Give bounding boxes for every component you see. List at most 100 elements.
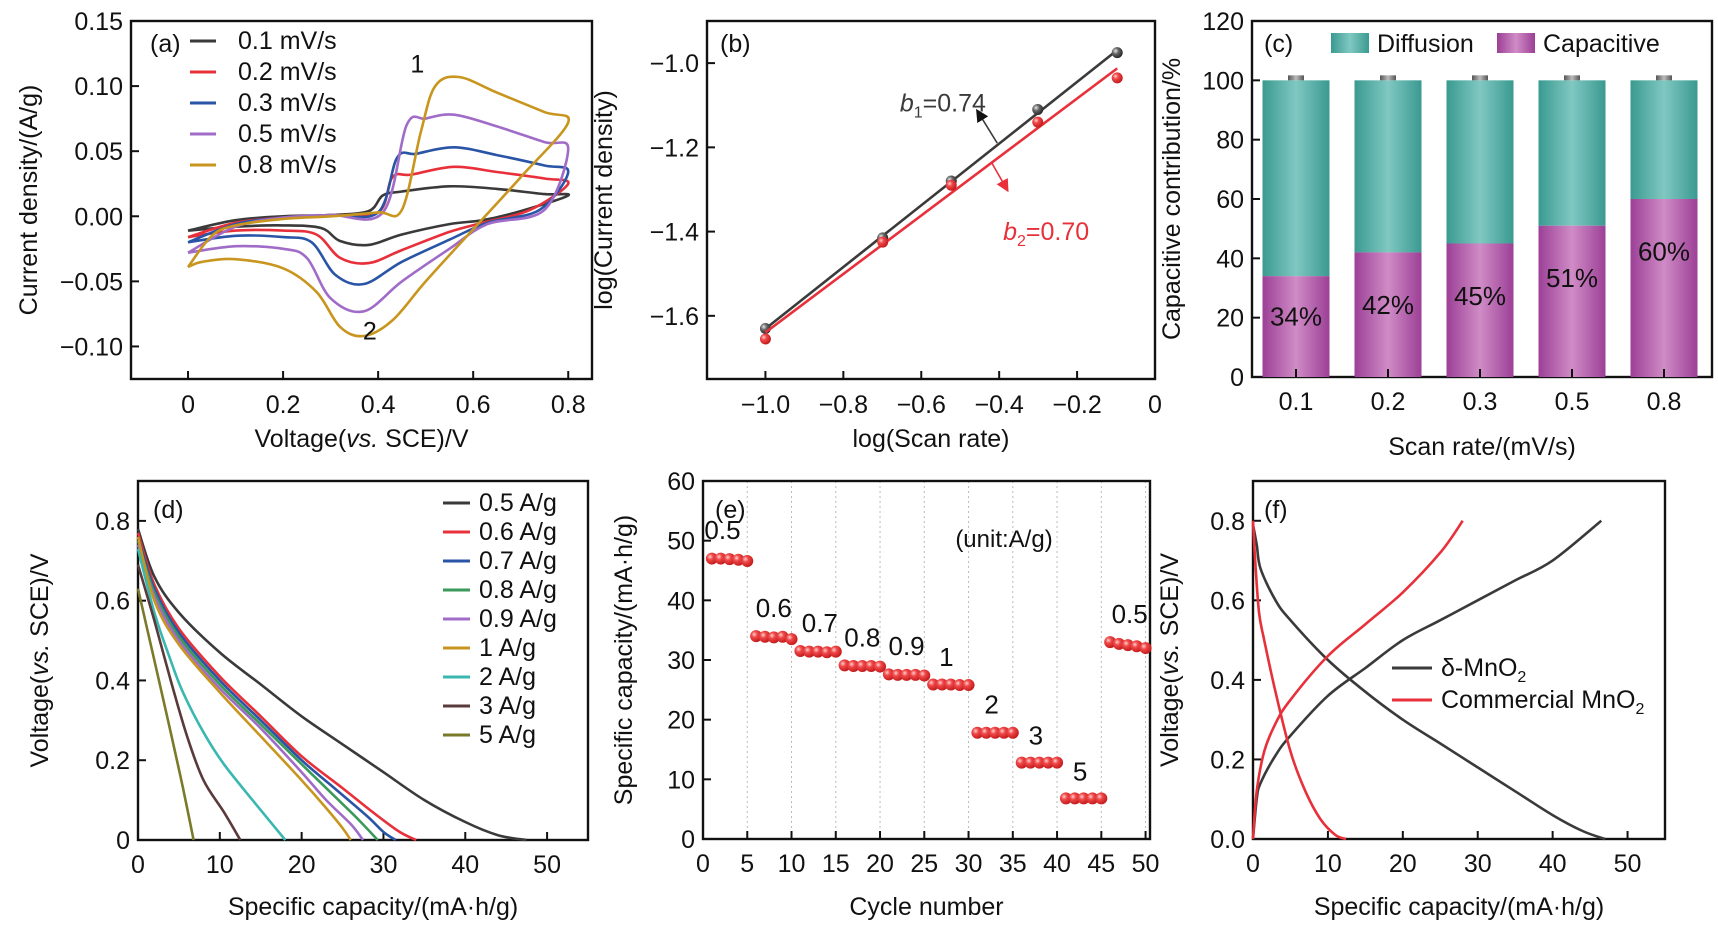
y-tick-label: −1.0: [650, 50, 699, 78]
panel-a-cv-curves: 0 0.2 0.4 0.6 0.8 −0.10 −0.05 0.00 0.05 0.10 0.15 0…: [15, 8, 594, 453]
fit-line: [764, 49, 1119, 330]
x-tick-label: 15: [822, 850, 850, 878]
cycle-point: [714, 552, 727, 565]
discharge-curve: [136, 528, 527, 842]
y-tick-label: 30: [667, 647, 695, 675]
italic-part: vs.: [346, 425, 378, 453]
legend-label: 0.2 mV/s: [238, 58, 337, 86]
peak-annotation: 1: [410, 50, 424, 78]
cycle-point: [927, 678, 940, 691]
y-axis-title: Voltage(vs. SCE)/V: [26, 553, 54, 767]
data-point: [1032, 103, 1044, 115]
data-label: 51%: [1546, 263, 1598, 293]
x-tick-label: 0: [131, 851, 145, 879]
rate-label: 0.5: [1112, 599, 1148, 629]
x-tick-label: 10: [1314, 850, 1342, 878]
x-tick-label: 30: [1464, 850, 1492, 878]
discharge-curve: [1251, 524, 1606, 841]
y-tick-label: 40: [1216, 245, 1244, 273]
cv-curve-05mVs: [187, 113, 570, 314]
legend-name: Commercial MnO: [1441, 686, 1635, 714]
y-axis-title: log(Current density): [590, 90, 618, 310]
x-tick-label: 0.2: [1371, 388, 1406, 416]
bar-diffusion: [1354, 80, 1422, 253]
legend-label: 0.3 mV/s: [238, 89, 337, 117]
rate-label: 0.7: [802, 608, 838, 638]
cycle-point: [803, 645, 816, 658]
x-tick-label: 0: [181, 391, 195, 419]
cycle-point: [723, 553, 736, 566]
y-tick-label: 0.0: [1210, 826, 1245, 854]
text-part: Voltage(: [26, 675, 54, 767]
rate-label: 2: [984, 690, 998, 720]
cycle-point: [1068, 792, 1081, 805]
discharge-curve: [136, 544, 365, 841]
plot-frame: [129, 19, 594, 381]
x-tick-label: 0.5: [1555, 388, 1590, 416]
cycle-point: [1077, 792, 1090, 805]
discharge-curve: [136, 540, 379, 841]
cycle-point: [750, 630, 763, 643]
cycle-point: [865, 659, 878, 672]
y-tick-label: 60: [1216, 186, 1244, 214]
x-axis-title: Specific capacity/(mA·h/g): [1314, 893, 1604, 921]
peak-annotation: 2: [363, 317, 377, 345]
x-tick-label: 40: [1539, 850, 1567, 878]
x-tick-label: 20: [866, 850, 894, 878]
y-tick-label: 0: [1230, 364, 1244, 392]
y-tick-label: 0.6: [1210, 587, 1245, 615]
x-tick-label: 0.1: [1279, 388, 1314, 416]
y-axis-title: Current density/(A/g): [15, 85, 43, 316]
cycle-point: [732, 553, 745, 566]
legend-label: 0.1 mV/s: [238, 27, 337, 55]
y-tick-label: 0.4: [95, 667, 130, 695]
x-axis-title: Scan rate/(mV/s): [1388, 433, 1576, 461]
cycle-point: [980, 726, 993, 739]
x-tick-label: 40: [451, 851, 479, 879]
cycle-point: [1042, 756, 1055, 769]
legend-swatch-capacitive: [1497, 33, 1535, 53]
cycle-point: [935, 678, 948, 691]
battery-cap: [1656, 75, 1672, 81]
y-tick-label: −1.4: [650, 219, 699, 247]
charge-curve: [1251, 519, 1603, 840]
legend-swatch-diffusion: [1331, 33, 1369, 53]
bar-capacitive: [1538, 225, 1606, 377]
rate-label: 0.6: [756, 593, 792, 623]
x-tick-label: 0.3: [1463, 388, 1498, 416]
x-axis-title: log(Scan rate): [852, 425, 1009, 453]
data-label: 60%: [1638, 236, 1690, 266]
cycle-point: [820, 646, 833, 659]
bar-diffusion: [1262, 80, 1330, 277]
panel-label: (f): [1264, 496, 1288, 524]
panel-label: (b): [720, 30, 751, 58]
legend-label: δ-MnO2: [1441, 654, 1526, 686]
battery-cap: [1288, 75, 1304, 81]
legend-label: 0.8 A/g: [479, 576, 557, 604]
panel-label: (e): [715, 496, 746, 524]
bar-diffusion: [1446, 80, 1514, 244]
y-tick-label: 80: [1216, 127, 1244, 155]
battery-cap: [1564, 75, 1580, 81]
data-point: [1111, 47, 1123, 59]
bar-capacitive: [1354, 252, 1422, 377]
cycle-point: [918, 669, 931, 682]
charge-curve: [1251, 520, 1464, 840]
x-axis-title: Voltage(vs. SCE)/V: [255, 425, 469, 453]
legend-label: 3 A/g: [479, 692, 536, 720]
legend-label: 0.9 A/g: [479, 605, 557, 633]
y-tick-label: −1.2: [650, 134, 699, 162]
legend-subscript: 2: [1635, 701, 1644, 718]
y-tick-label: 20: [667, 707, 695, 735]
x-axis-title: Cycle number: [849, 893, 1003, 921]
cycle-point: [997, 726, 1010, 739]
x-tick-label: 0: [1148, 391, 1162, 419]
rate-label: 0.8: [844, 622, 880, 652]
y-tick-label: 0.4: [1210, 667, 1245, 695]
data-point: [1111, 72, 1123, 84]
cycle-point: [838, 659, 851, 672]
x-tick-label: −0.4: [974, 391, 1023, 419]
text-part: SCE)/V: [1156, 553, 1184, 644]
x-tick-label: −0.8: [819, 391, 868, 419]
cycle-point: [847, 659, 860, 672]
